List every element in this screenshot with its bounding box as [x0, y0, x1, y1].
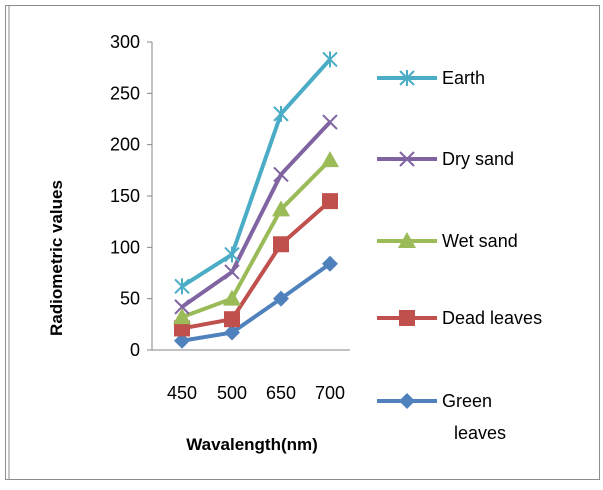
data-point-dry-sand [322, 114, 338, 130]
data-point-earth [322, 51, 338, 68]
legend-marker [399, 151, 415, 167]
legend-label: Earth [442, 68, 485, 88]
data-point-dry-sand [273, 166, 289, 183]
chart-border [5, 5, 600, 480]
data-point-green-leaves [322, 255, 338, 272]
data-point-earth [224, 246, 240, 263]
data-point-green-leaves [224, 324, 240, 341]
legend-marker [399, 70, 415, 86]
legend-item-wet-sand: Wet sand [377, 231, 518, 251]
y-tick-label: 300 [110, 32, 140, 52]
legend-marker [398, 232, 416, 248]
data-point-green-leaves [273, 290, 289, 307]
series-line-dry-sand [180, 120, 332, 309]
legend-label: Dry sand [442, 149, 514, 169]
legend-label: Green leaves [442, 391, 506, 443]
data-point-wet-sand [321, 151, 339, 168]
data-point-earth [273, 105, 289, 122]
series-line-wet-sand [181, 158, 332, 320]
data-point-dead-leaves [224, 311, 240, 328]
legend-label: Dead leaves [442, 308, 542, 328]
data-point-dry-sand [174, 299, 190, 315]
y-tick-label: 150 [110, 186, 140, 206]
y-tick-label: 200 [110, 135, 140, 155]
data-point-wet-sand [272, 200, 290, 217]
legend-item-dry-sand: Dry sand [377, 149, 514, 169]
y-tick-label: 0 [130, 340, 140, 360]
legend-item-green-leaves: Green leaves [377, 391, 506, 443]
x-axis-title: Wavalength(nm) [186, 435, 318, 454]
y-tick-label: 250 [110, 83, 140, 103]
x-tick-label: 700 [315, 383, 345, 403]
legend-marker [399, 310, 415, 326]
legend-item-earth: Earth [377, 68, 485, 88]
data-point-earth [174, 278, 190, 295]
legend-item-dead-leaves: Dead leaves [377, 308, 542, 328]
data-point-wet-sand [173, 308, 191, 325]
data-point-green-leaves [174, 332, 190, 349]
x-tick-label: 450 [167, 383, 197, 403]
y-axis-title: Radiometric values [47, 180, 66, 336]
x-tick-label: 500 [217, 383, 247, 403]
y-tick-label: 50 [120, 289, 140, 309]
legend-marker [399, 393, 415, 409]
series-line-dead-leaves [181, 199, 332, 331]
data-point-dead-leaves [273, 236, 289, 253]
data-point-wet-sand [223, 289, 241, 306]
x-tick-label: 650 [266, 383, 296, 403]
y-tick-label: 100 [110, 237, 140, 257]
data-point-dead-leaves [174, 320, 190, 337]
legend-label: Wet sand [442, 231, 518, 251]
series-line-earth [180, 58, 332, 289]
data-point-dead-leaves [322, 193, 338, 210]
data-point-dry-sand [224, 264, 240, 280]
series-line-green-leaves [181, 262, 332, 343]
